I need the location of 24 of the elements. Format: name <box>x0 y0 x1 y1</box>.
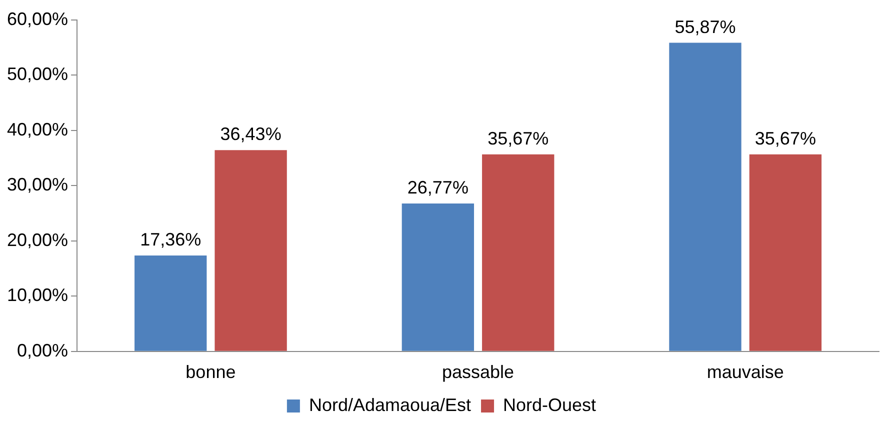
y-tick-label: 40,00% <box>6 119 68 140</box>
data-label: 35,67% <box>488 128 549 148</box>
data-label: 17,36% <box>140 229 202 250</box>
data-label: 26,77% <box>407 178 468 198</box>
data-label: 36,43% <box>220 124 282 144</box>
y-tick-label: 0,00% <box>17 340 68 360</box>
bar <box>214 150 287 351</box>
x-tick-label: passable <box>442 362 514 382</box>
legend-label: Nord/Adamaoua/Est <box>308 394 472 415</box>
y-tick-label: 20,00% <box>6 230 68 250</box>
y-tick-label: 50,00% <box>6 64 68 84</box>
bar <box>669 42 742 351</box>
y-tick-label: 30,00% <box>6 174 68 195</box>
y-tick-label: 10,00% <box>6 285 68 306</box>
x-tick-label: bonne <box>186 362 236 382</box>
y-tick-label: 60,00% <box>6 8 68 29</box>
bar <box>134 256 207 351</box>
bar <box>749 154 822 351</box>
bar <box>402 204 474 351</box>
x-tick-label: mauvaise <box>706 362 784 382</box>
bar <box>482 154 554 351</box>
data-label: 35,67% <box>754 128 816 148</box>
legend-label: Nord-Ouest <box>503 394 596 415</box>
data-label: 55,87% <box>674 16 736 37</box>
